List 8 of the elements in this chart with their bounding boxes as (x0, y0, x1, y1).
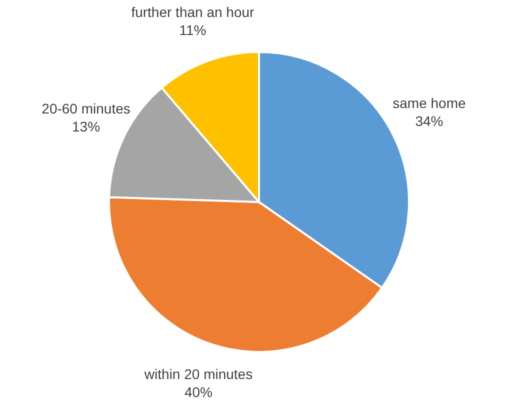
slice-label: 20-60 minutes (42, 100, 130, 117)
slice-label: within 20 minutes (143, 366, 253, 382)
data-label: 34% (415, 113, 444, 130)
data-label: 11% (179, 22, 206, 38)
data-label: 13% (72, 118, 100, 135)
slice-label: further than an hour (131, 4, 255, 20)
data-label: 40% (184, 384, 213, 400)
slice-label: same home (392, 95, 466, 112)
